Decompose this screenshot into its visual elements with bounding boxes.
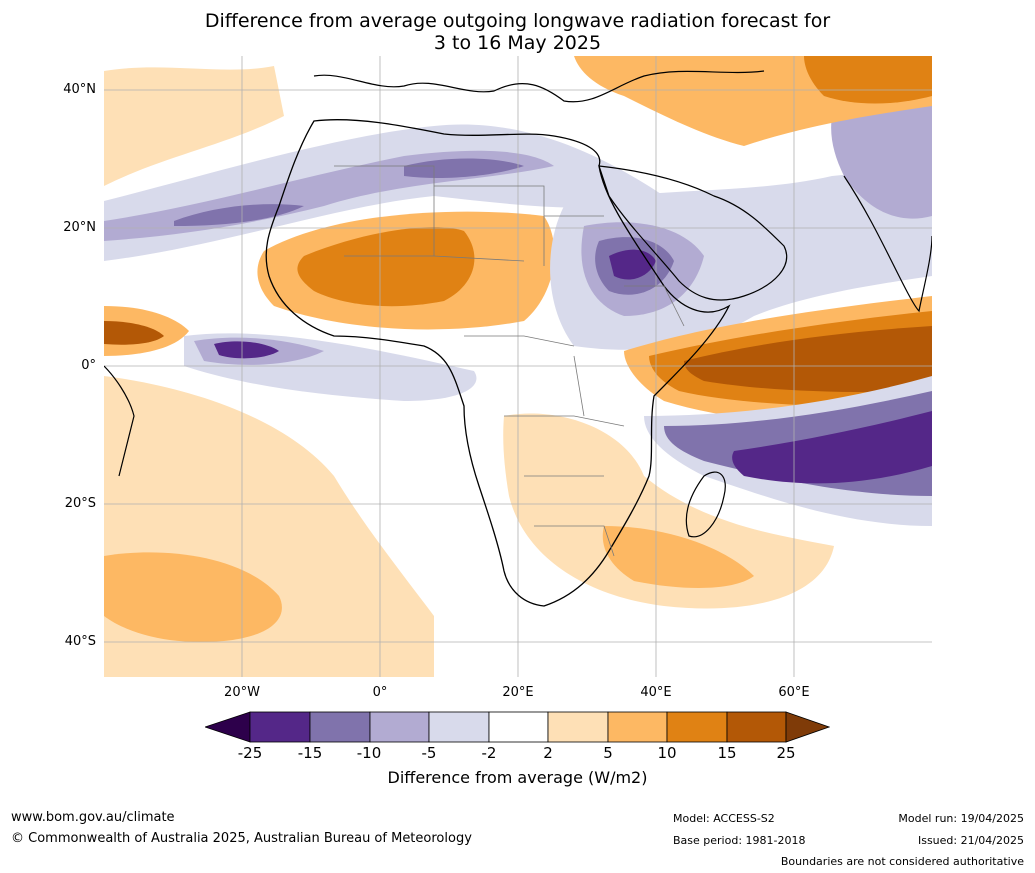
colorbar-bin-10-15 (666, 711, 728, 743)
colorbar-extend-low (203, 711, 251, 743)
anomaly-region-south-atlantic-moderate (104, 552, 282, 642)
anomaly-region-sahel-strong (297, 227, 475, 307)
colorbar-tick: -5 (421, 744, 437, 762)
madagascar-coastline (685, 471, 726, 538)
lat-label-20n: 20°N (63, 220, 96, 235)
colorbar-bin-minus25-minus15 (249, 711, 311, 743)
footer-model: Model: ACCESS-S2 (673, 812, 775, 825)
footer-model-run: Model run: 19/04/2025 (898, 812, 1024, 825)
map-gridlines (104, 56, 932, 677)
colorbar-bin-minus10-minus5 (369, 711, 430, 743)
colorbar-label: Difference from average (W/m2) (387, 768, 648, 787)
colorbar-bin-minus2-2 (488, 711, 549, 743)
colorbar-bin-minus15-minus10 (309, 711, 371, 743)
colorbar-bin-2-5 (547, 711, 609, 743)
colorbar-tick: 5 (603, 744, 613, 762)
colorbar-tick: -15 (297, 744, 323, 762)
anomaly-region-india-negative (831, 101, 932, 219)
lat-label-40n: 40°N (63, 82, 96, 97)
country-borders (334, 165, 685, 557)
colorbar-tick: 2 (543, 744, 553, 762)
lat-label-20s: 20°S (64, 496, 96, 511)
lon-label-20e: 20°E (502, 685, 534, 700)
colorbar-svg (203, 711, 831, 743)
arabia-coastline (598, 165, 788, 301)
colorbar-bin-minus5-minus2 (428, 711, 490, 743)
colorbar-tick: 25 (776, 744, 796, 762)
colorbar-tick: -2 (481, 744, 497, 762)
colorbar-tick: -25 (237, 744, 263, 762)
colorbar-bin-15-25 (726, 711, 787, 743)
lon-label-40e: 40°E (640, 685, 672, 700)
lat-label-0: 0° (81, 358, 96, 373)
lat-label-40s: 40°S (64, 634, 96, 649)
lon-label-20w: 20°W (224, 685, 260, 700)
anomaly-region-south-indian-strong (732, 411, 932, 484)
colorbar-tick: -10 (356, 744, 382, 762)
africa-coastline (265, 119, 731, 607)
map-title: Difference from average outgoing longwav… (0, 10, 1035, 54)
colorbar-tick: 15 (717, 744, 737, 762)
anomaly-region-subtropical-band-strong (174, 158, 524, 226)
map-canvas (103, 56, 933, 677)
anomaly-region-atlantic-tropical-strong (104, 321, 164, 345)
india-coastline (843, 175, 933, 313)
colorbar-tick: 10 (657, 744, 677, 762)
lon-label-60e: 60°E (778, 685, 810, 700)
title-line-2: 3 to 16 May 2025 (433, 32, 602, 54)
title-line-1: Difference from average outgoing longwav… (204, 10, 831, 32)
anomaly-region-southern-africa-moderate (602, 526, 754, 588)
footer-disclaimer: Boundaries are not considered authoritat… (780, 855, 1024, 868)
lon-label-0: 0° (372, 685, 388, 700)
footer-base-period: Base period: 1981-2018 (673, 834, 806, 847)
anomaly-region-north-atlantic-positive (104, 66, 284, 186)
anomaly-region-caspian-strong (804, 56, 932, 104)
anomaly-region-southern-africa-positive (503, 413, 834, 609)
europe-coastline (313, 70, 765, 103)
anomaly-region-gulf-of-guinea-strong (214, 341, 279, 359)
anomaly-region-indian-ocean-very-strong (684, 326, 932, 393)
footer-copyright: © Commonwealth of Australia 2025, Austra… (11, 831, 472, 846)
footer-website-link[interactable]: www.bom.gov.au/climate (11, 810, 175, 825)
footer-issued: Issued: 21/04/2025 (917, 834, 1024, 847)
colorbar-bin-5-10 (607, 711, 668, 743)
south-america-coastline (103, 365, 135, 477)
colorbar (203, 711, 831, 743)
olr-anomaly-map (103, 56, 933, 677)
colorbar-extend-high (785, 711, 831, 743)
